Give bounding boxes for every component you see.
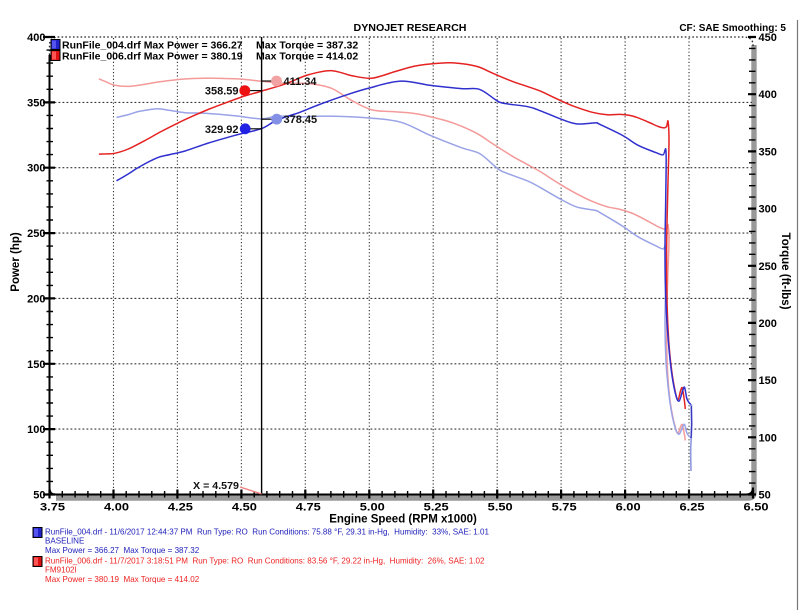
svg-text:5.25: 5.25: [424, 502, 449, 514]
svg-text:FM9102I: FM9102I: [45, 566, 77, 575]
svg-text:450: 450: [759, 32, 777, 44]
svg-text:Torque (ft-lbs): Torque (ft-lbs): [779, 232, 791, 309]
svg-text:Power (hp): Power (hp): [10, 232, 22, 292]
svg-text:Max Power = 366.27 Max Torque: Max Power = 366.27 Max Torque = 387.32: [45, 546, 200, 555]
svg-text:Max Torque = 414.02: Max Torque = 414.02: [256, 51, 358, 63]
svg-text:RunFile_004.drf - 11/6/2017 12: RunFile_004.drf - 11/6/2017 12:44:37 PM …: [45, 528, 489, 537]
svg-text:Max Torque = 387.32: Max Torque = 387.32: [256, 40, 358, 52]
svg-text:50: 50: [759, 490, 771, 502]
svg-text:200: 200: [759, 318, 777, 330]
svg-text:RunFile_004.drf Max Power = 36: RunFile_004.drf Max Power = 366.27: [62, 40, 243, 52]
svg-text:150: 150: [27, 359, 45, 371]
svg-text:5.50: 5.50: [488, 502, 513, 514]
svg-text:50: 50: [33, 490, 45, 502]
svg-text:150: 150: [759, 375, 777, 387]
svg-text:4.75: 4.75: [296, 502, 321, 514]
svg-text:378.45: 378.45: [284, 114, 318, 126]
svg-text:RunFile_006.drf - 11/7/2017 3:: RunFile_006.drf - 11/7/2017 3:18:51 PM R…: [45, 557, 485, 566]
svg-text:300: 300: [759, 204, 777, 216]
svg-text:250: 250: [759, 261, 777, 273]
svg-text:329.92: 329.92: [205, 124, 239, 136]
svg-text:Engine Speed (RPM x1000): Engine Speed (RPM x1000): [329, 514, 477, 526]
svg-text:100: 100: [759, 432, 777, 444]
svg-text:411.34: 411.34: [284, 76, 318, 88]
svg-text:4.25: 4.25: [168, 502, 193, 514]
svg-text:RunFile_006.drf Max Power = 38: RunFile_006.drf Max Power = 380.19: [62, 51, 243, 63]
svg-text:4.50: 4.50: [232, 502, 257, 514]
svg-text:6.00: 6.00: [616, 502, 641, 514]
svg-text:300: 300: [27, 163, 45, 175]
svg-text:6.25: 6.25: [680, 502, 705, 514]
svg-text:X = 4.579: X = 4.579: [193, 481, 239, 492]
svg-text:DYNOJET RESEARCH: DYNOJET RESEARCH: [354, 23, 467, 34]
svg-text:Max Power = 380.19 Max Torque: Max Power = 380.19 Max Torque = 414.02: [45, 575, 200, 584]
svg-text:200: 200: [27, 293, 45, 305]
svg-text:4.00: 4.00: [104, 502, 129, 514]
svg-text:3.75: 3.75: [40, 502, 65, 514]
svg-text:CF: SAE Smoothing: 5: CF: SAE Smoothing: 5: [679, 23, 786, 34]
svg-text:400: 400: [759, 89, 777, 101]
svg-text:5.75: 5.75: [552, 502, 577, 514]
svg-text:358.59: 358.59: [205, 86, 239, 98]
svg-text:350: 350: [27, 97, 45, 109]
svg-text:5.00: 5.00: [360, 502, 385, 514]
svg-text:6.50: 6.50: [744, 502, 769, 514]
svg-text:250: 250: [27, 228, 45, 240]
svg-text:400: 400: [27, 32, 45, 44]
svg-text:350: 350: [759, 146, 777, 158]
svg-text:BASELINE: BASELINE: [45, 537, 85, 546]
svg-text:100: 100: [27, 424, 45, 436]
